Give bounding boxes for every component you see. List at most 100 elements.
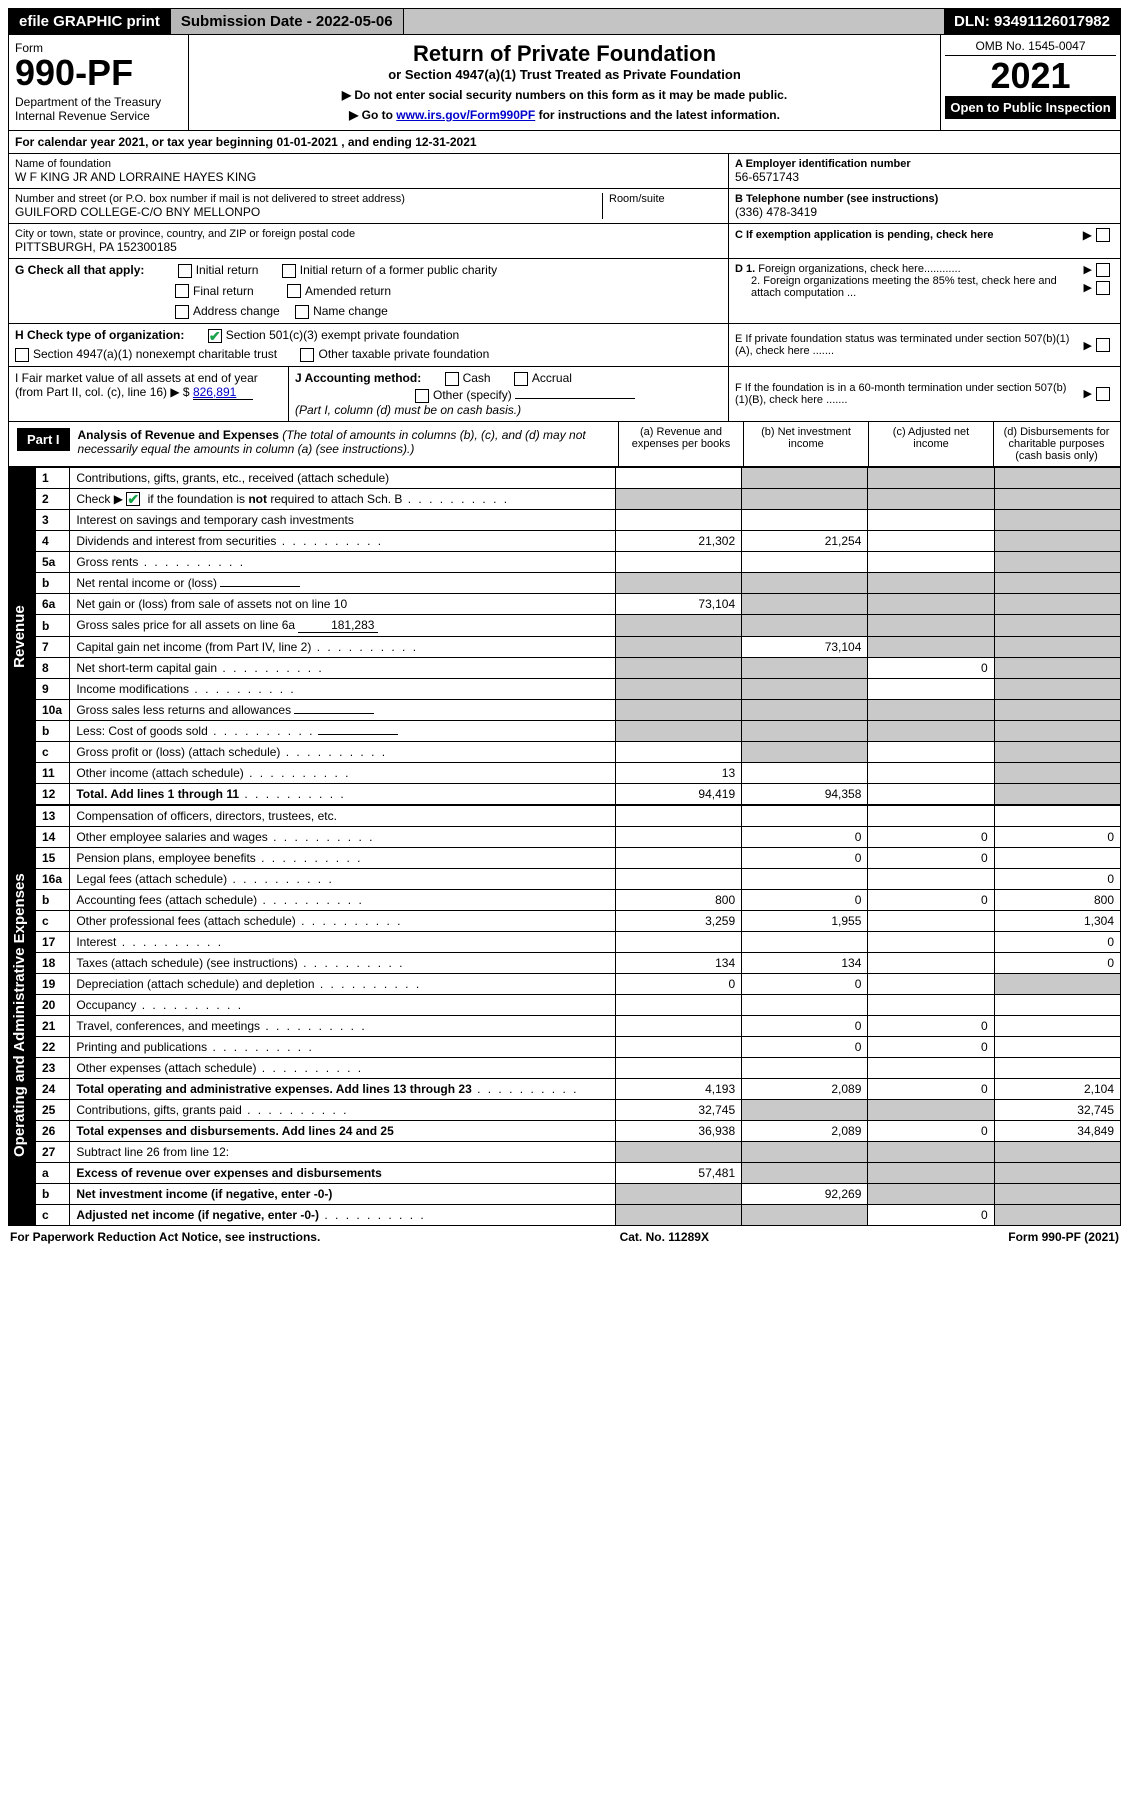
cell-amount: 94,358	[742, 784, 868, 805]
cell-amount: 0	[742, 827, 868, 848]
e-checkbox[interactable]	[1096, 338, 1110, 352]
cell-grey	[615, 721, 741, 742]
arrow-icon: ▶	[1083, 228, 1092, 242]
cell-grey	[742, 594, 868, 615]
f-checkbox[interactable]	[1096, 387, 1110, 401]
cell-amount	[615, 552, 741, 573]
j-block: J Accounting method: Cash Accrual Other …	[289, 367, 729, 421]
cell-grey	[868, 721, 994, 742]
cell-amount: 34,849	[994, 1121, 1120, 1142]
schb-checkbox[interactable]	[126, 492, 140, 506]
row-label: Net investment income (if negative, ente…	[70, 1184, 616, 1205]
cell-grey	[994, 679, 1120, 700]
table-row: 21Travel, conferences, and meetings00	[36, 1016, 1121, 1037]
cell-amount: 134	[615, 953, 741, 974]
cell-amount: 13	[615, 763, 741, 784]
cell-grey	[994, 594, 1120, 615]
table-row: cGross profit or (loss) (attach schedule…	[36, 742, 1121, 763]
cell-amount: 0	[742, 974, 868, 995]
cell-amount: 0	[994, 932, 1120, 953]
form-title: Return of Private Foundation	[199, 41, 930, 67]
table-row: 23Other expenses (attach schedule)	[36, 1058, 1121, 1079]
table-row: 1Contributions, gifts, grants, etc., rec…	[36, 467, 1121, 488]
cell-amount	[994, 1058, 1120, 1079]
cell-amount: 0	[742, 1016, 868, 1037]
cell-grey	[615, 1142, 741, 1163]
row-label: Depreciation (attach schedule) and deple…	[70, 974, 616, 995]
cell-grey	[994, 1163, 1120, 1184]
cell-amount	[742, 806, 868, 827]
j-cash-checkbox[interactable]	[445, 372, 459, 386]
row-label: Contributions, gifts, grants paid	[70, 1100, 616, 1121]
j-other-checkbox[interactable]	[415, 389, 429, 403]
g-amended-return[interactable]	[287, 284, 301, 298]
j-accrual-checkbox[interactable]	[514, 372, 528, 386]
cell-amount: 94,419	[615, 784, 741, 805]
row-num: 18	[36, 953, 70, 974]
row-num: c	[36, 1205, 70, 1226]
part1-title: Analysis of Revenue and Expenses	[78, 428, 279, 442]
addr-label: Number and street (or P.O. box number if…	[15, 193, 602, 205]
cell-amount: 0	[994, 953, 1120, 974]
phone-value: (336) 478-3419	[735, 205, 1114, 219]
cell-amount: 0	[868, 890, 994, 911]
d2-checkbox[interactable]	[1096, 281, 1110, 295]
tax-year: 2021	[945, 56, 1116, 96]
cell-amount	[615, 806, 741, 827]
cell-grey	[994, 1184, 1120, 1205]
fmv-value[interactable]: 826,891	[193, 385, 253, 400]
row-label: Gross profit or (loss) (attach schedule)	[70, 742, 616, 763]
d1-label: D 1. D 1. Foreign organizations, check h…	[735, 263, 1080, 275]
g-initial-return[interactable]	[178, 264, 192, 278]
cell-grey	[742, 573, 868, 594]
g-label: G Check all that apply:	[15, 263, 144, 277]
c-checkbox[interactable]	[1096, 228, 1110, 242]
table-row: bGross sales price for all assets on lin…	[36, 615, 1121, 637]
row-label: Gross sales price for all assets on line…	[70, 615, 616, 637]
row-label: Total. Add lines 1 through 11	[70, 784, 616, 805]
table-row: bAccounting fees (attach schedule)800008…	[36, 890, 1121, 911]
cell-amount: 2,104	[994, 1079, 1120, 1100]
table-row: 12Total. Add lines 1 through 1194,41994,…	[36, 784, 1121, 805]
g-initial-former[interactable]	[282, 264, 296, 278]
cell-grey	[994, 531, 1120, 552]
cell-grey	[742, 467, 868, 488]
cell-amount	[868, 932, 994, 953]
cell-amount	[615, 510, 741, 531]
g-final-return[interactable]	[175, 284, 189, 298]
d1-checkbox[interactable]	[1096, 263, 1110, 277]
table-row: 11Other income (attach schedule)13	[36, 763, 1121, 784]
h-4947-checkbox[interactable]	[15, 348, 29, 362]
cell-amount	[868, 763, 994, 784]
j-label: J Accounting method:	[295, 371, 421, 385]
part1-header: Part I Analysis of Revenue and Expenses …	[8, 422, 1121, 467]
inline-amount	[318, 734, 398, 735]
page-footer: For Paperwork Reduction Act Notice, see …	[8, 1226, 1121, 1248]
cell-amount	[615, 869, 741, 890]
cell-grey	[742, 488, 868, 510]
g-address-change[interactable]	[175, 305, 189, 319]
row-label: Gross rents	[70, 552, 616, 573]
cell-grey	[868, 1100, 994, 1121]
row-num: 16a	[36, 869, 70, 890]
cell-amount	[615, 995, 741, 1016]
h-other-checkbox[interactable]	[300, 348, 314, 362]
row-num: b	[36, 721, 70, 742]
h-501c3-checkbox[interactable]	[208, 329, 222, 343]
cell-amount	[868, 974, 994, 995]
cell-amount: 0	[994, 827, 1120, 848]
row-label: Total operating and administrative expen…	[70, 1079, 616, 1100]
col-d-header: (d) Disbursements for charitable purpose…	[994, 422, 1119, 466]
row-num: 12	[36, 784, 70, 805]
row-num: b	[36, 1184, 70, 1205]
cell-grey	[868, 1163, 994, 1184]
row-num: 19	[36, 974, 70, 995]
table-row: 5aGross rents	[36, 552, 1121, 573]
cell-grey	[994, 488, 1120, 510]
irs-link[interactable]: www.irs.gov/Form990PF	[396, 108, 535, 122]
table-row: bLess: Cost of goods sold	[36, 721, 1121, 742]
row-label: Adjusted net income (if negative, enter …	[70, 1205, 616, 1226]
c-label: C If exemption application is pending, c…	[735, 229, 1079, 241]
row-label: Less: Cost of goods sold	[70, 721, 616, 742]
g-name-change[interactable]	[295, 305, 309, 319]
